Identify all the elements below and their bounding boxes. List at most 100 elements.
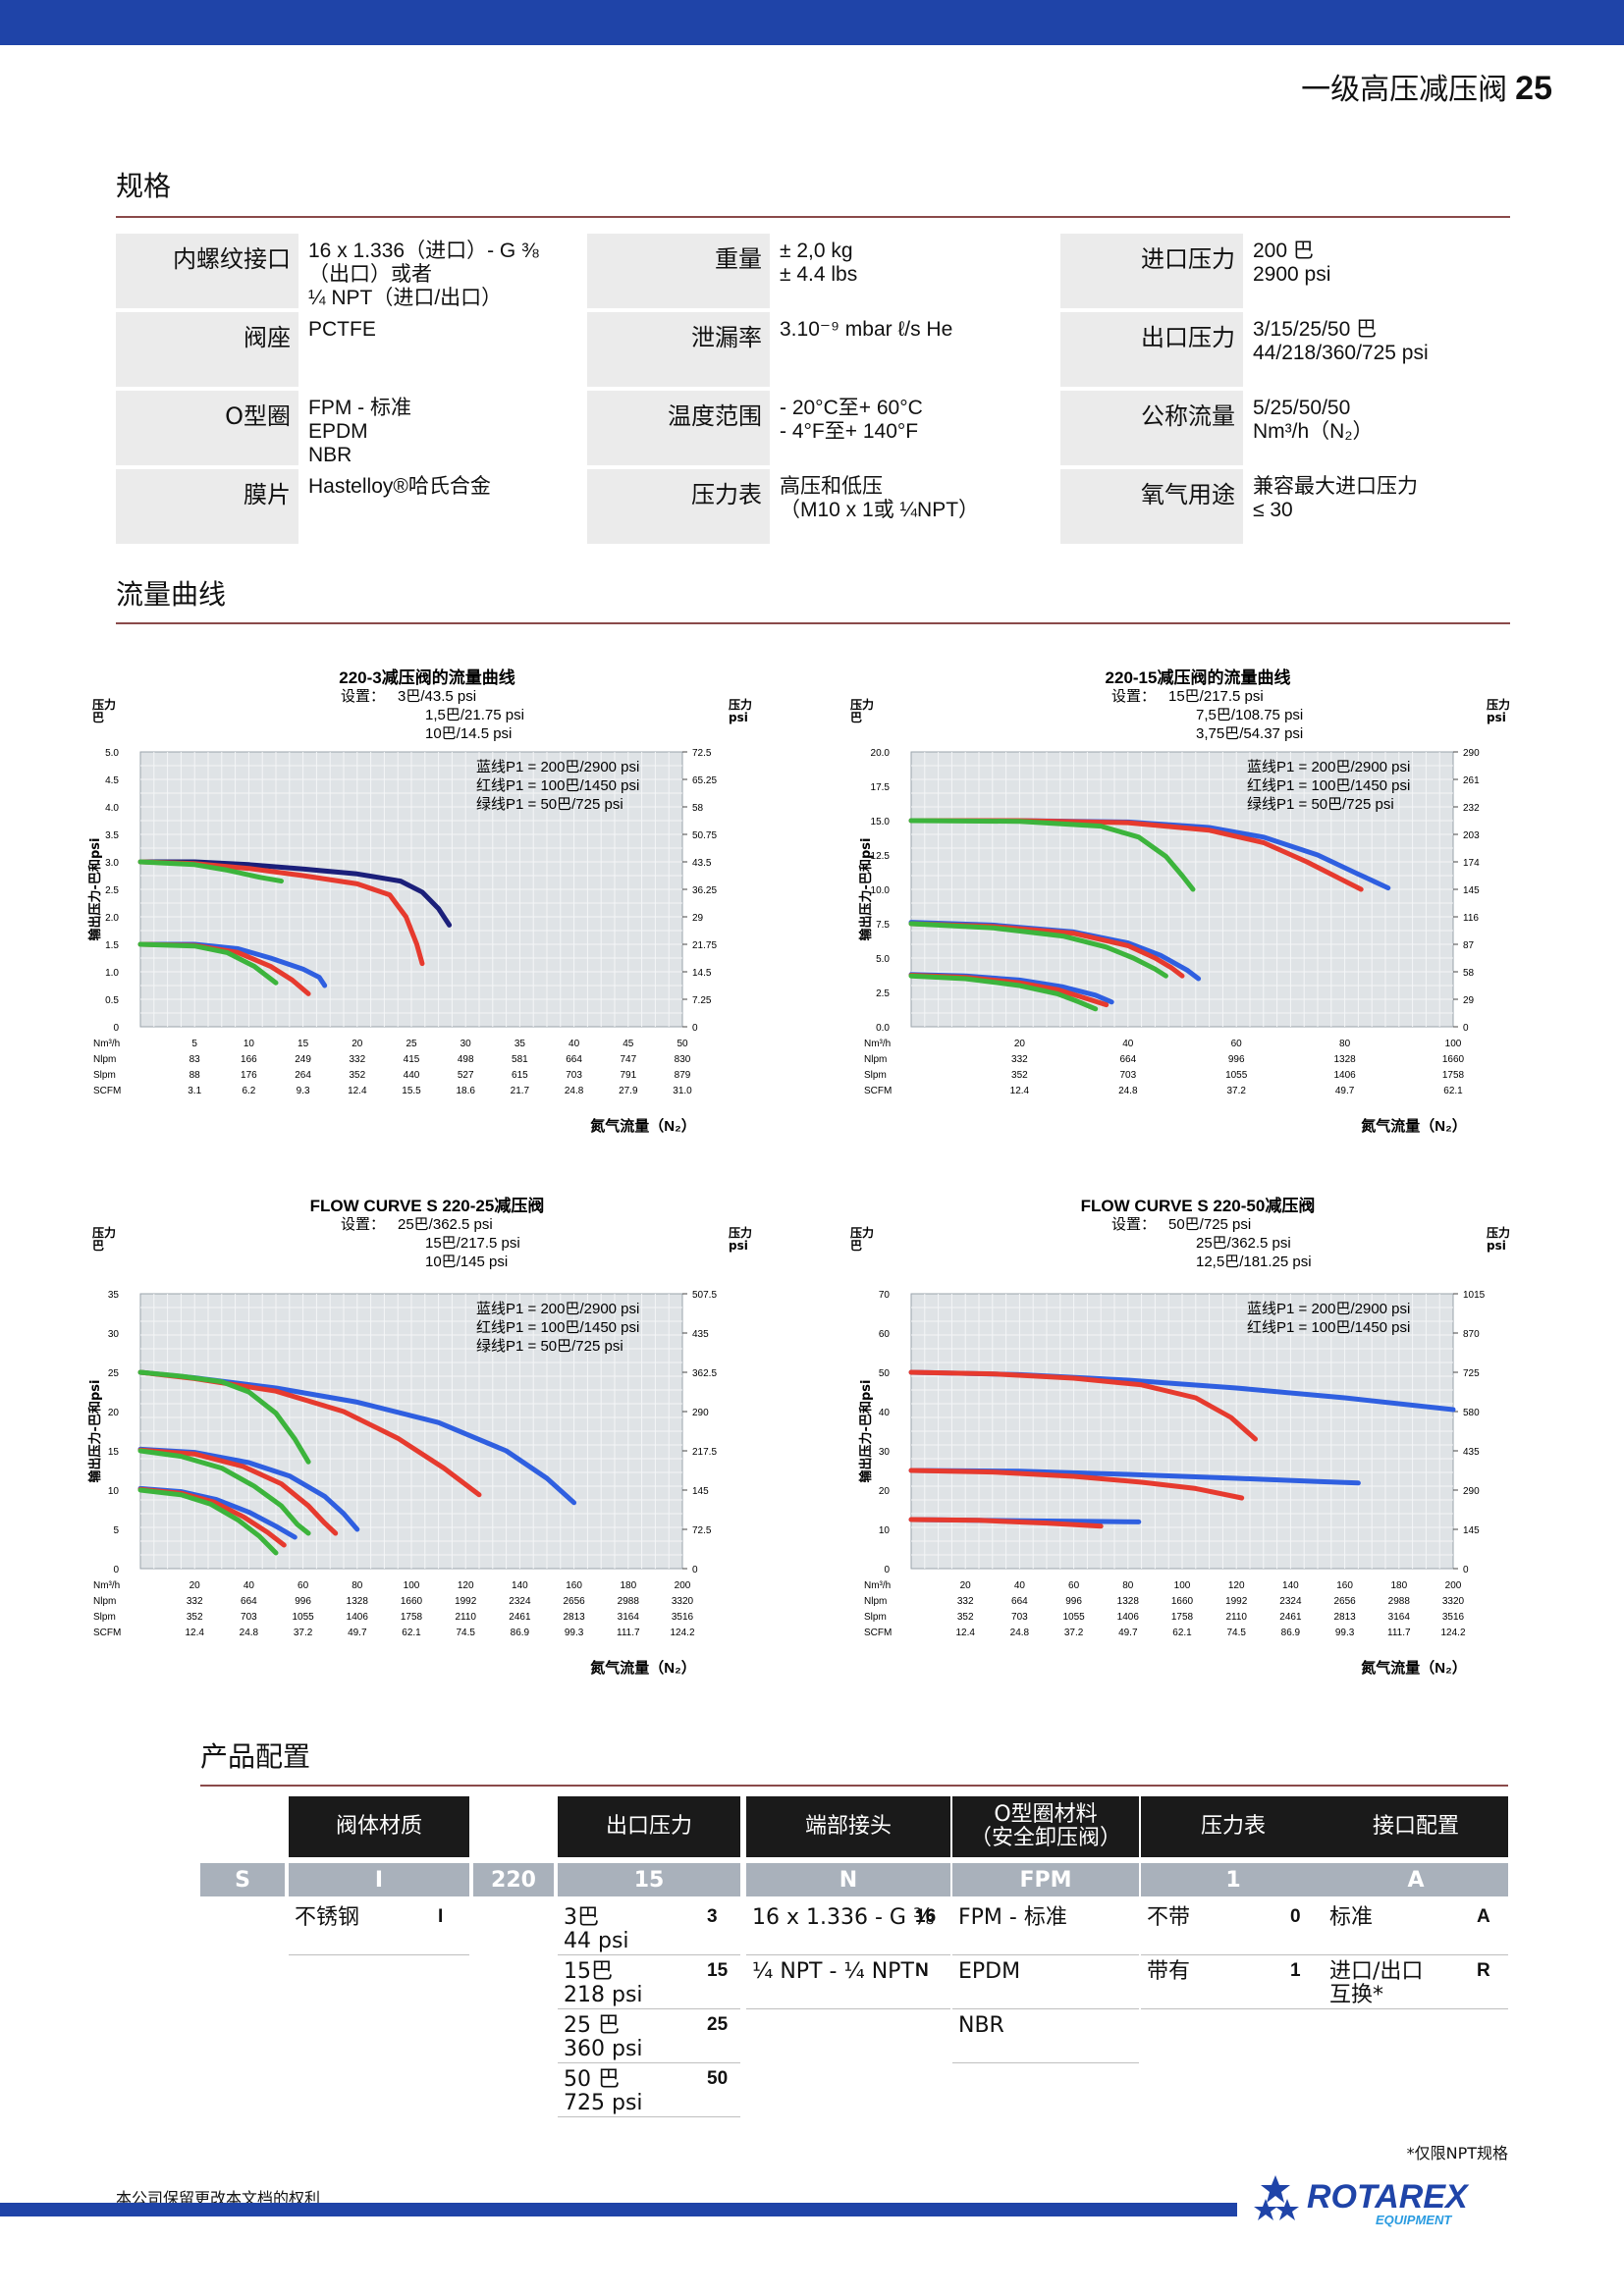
spec-label: 出口压力 — [1060, 312, 1243, 387]
end-option-label: ¼ NPT - ¼ NPT — [752, 1959, 914, 1984]
spec-label: 阀座 — [116, 312, 298, 387]
y2-tick-label: 50.75 — [692, 830, 717, 841]
x-row-value: 352 — [349, 1070, 365, 1081]
y-tick-label: 25 — [108, 1368, 120, 1379]
x-row-value: 527 — [458, 1070, 474, 1081]
y-tick-label: 0.0 — [876, 1023, 890, 1034]
y2-tick-label: 261 — [1463, 775, 1480, 786]
chart-title: FLOW CURVE S 220-25减压阀 — [310, 1196, 545, 1215]
spec-value: 兼容最大进口压力 ≤ 30 — [1253, 475, 1418, 522]
spec-value-line: 2900 psi — [1253, 263, 1331, 286]
y-tick-label: 17.5 — [871, 782, 891, 793]
y2-tick-label: 290 — [1463, 748, 1480, 759]
x-row-value: 3320 — [1442, 1596, 1465, 1607]
x-tick-label: 100 — [1174, 1580, 1191, 1591]
x-row-value: 166 — [241, 1054, 257, 1065]
outlet-option-label: 50 巴 725 psi — [564, 2067, 643, 2115]
x-row-value: 1406 — [1117, 1612, 1140, 1623]
x-row-value: 264 — [295, 1070, 311, 1081]
y-tick-label: 4.0 — [105, 803, 119, 814]
series-line — [137, 859, 284, 884]
config-row-line — [289, 1954, 469, 1955]
y-tick-label: 12.5 — [871, 851, 891, 862]
y-tick-label: 3.0 — [105, 858, 119, 869]
spec-value-line: - 4°F至+ 140°F — [780, 420, 919, 443]
spec-value-line: 5/25/50/50 — [1253, 397, 1351, 419]
x-row-value: 88 — [189, 1070, 201, 1081]
x-row-value: 3320 — [672, 1596, 694, 1607]
chart-setting: 3巴/43.5 psi — [398, 688, 476, 705]
outlet-option-code: 50 — [707, 2068, 729, 2089]
x-row-value: 1055 — [1062, 1612, 1085, 1623]
flow-heading: 流量曲线 — [116, 578, 227, 611]
series-line — [908, 973, 1099, 1012]
x-tick-label: 160 — [1336, 1580, 1353, 1591]
x-row-value: 3164 — [618, 1612, 640, 1623]
config-header: 出口压力 — [558, 1796, 740, 1857]
x-row-value: 3516 — [672, 1612, 694, 1623]
star-icon — [1275, 2199, 1299, 2220]
x-tick-label: 180 — [1390, 1580, 1407, 1591]
y2-tick-label: 14.5 — [692, 968, 712, 979]
oring-option-label: FPM - 标准 — [958, 1905, 1067, 1930]
left-unit-label: 压力 — [92, 1225, 116, 1240]
x-row-value: 1328 — [347, 1596, 369, 1607]
x-row-value: 1406 — [1333, 1070, 1356, 1081]
spec-label: 温度范围 — [587, 391, 770, 465]
right-unit-label: 压力 — [729, 697, 752, 712]
x-tick-label: 20 — [960, 1580, 972, 1591]
spec-value-line: 16 x 1.336（进口）- G ⅜ — [308, 240, 539, 262]
x-row-value: 86.9 — [1281, 1628, 1301, 1638]
chart-setting-label: 设置： — [1111, 1216, 1156, 1233]
config-row-line — [558, 1954, 740, 1955]
spec-value-line: NBR — [308, 444, 352, 466]
x-row-value: 332 — [349, 1054, 365, 1065]
x-row-label: Nlpm — [93, 1054, 116, 1065]
y2-tick-label: 232 — [1463, 803, 1480, 814]
x-row-value: 996 — [295, 1596, 311, 1607]
chart-title: FLOW CURVE S 220-50减压阀 — [1081, 1196, 1316, 1215]
spec-label: O型圈 — [116, 391, 298, 465]
x-tick-label: 10 — [244, 1039, 255, 1049]
x-tick-label: 60 — [1068, 1580, 1080, 1591]
y-tick-label: 4.5 — [105, 775, 119, 786]
spec-value-line: PCTFE — [308, 318, 376, 341]
x-tick-label: 20 — [1014, 1039, 1026, 1049]
x-row-value: 37.2 — [294, 1628, 313, 1638]
spec-value-line: Nm³/h（N₂） — [1253, 420, 1374, 443]
x-row-label: Nlpm — [93, 1596, 116, 1607]
config-rule — [200, 1785, 1508, 1787]
chart-setting: 12,5巴/181.25 psi — [1196, 1254, 1312, 1270]
outlet-option-label: 3巴 44 psi — [564, 1905, 629, 1953]
y-tick-label: 10.0 — [871, 885, 891, 896]
series-line — [137, 859, 425, 967]
y2-tick-label: 203 — [1463, 830, 1480, 841]
logo-name: ROTAREX — [1307, 2178, 1470, 2216]
logo-sub: EQUIPMENT — [1376, 2213, 1452, 2227]
y-tick-label: 5.0 — [105, 748, 119, 759]
flow-chart-220-15: 220-15减压阀的流量曲线 设置： 15巴/217.5 psi 7,5巴/108.7… — [846, 660, 1514, 1141]
x-row-label: Slpm — [864, 1070, 887, 1081]
gauge-option-label: 带有 — [1147, 1959, 1191, 1984]
x-tick-label: 180 — [620, 1580, 636, 1591]
spec-value-line: 兼容最大进口压力 — [1253, 475, 1418, 498]
config-code: S — [200, 1863, 285, 1896]
config-code: 220 — [473, 1863, 554, 1896]
end-option-label: 16 x 1.336 - G ⅜ — [752, 1905, 935, 1930]
x-row-value: 62.1 — [402, 1628, 421, 1638]
y2-tick-label: 58 — [692, 803, 704, 814]
y2-tick-label: 507.5 — [692, 1290, 717, 1301]
flow-rule — [116, 622, 1510, 624]
y2-tick-label: 116 — [1463, 913, 1479, 924]
chart-setting: 3,75巴/54.37 psi — [1196, 725, 1303, 742]
config-code: FPM — [952, 1863, 1139, 1896]
specs-heading: 规格 — [116, 170, 172, 202]
page-header: 一级高压减压阀 25 — [1301, 65, 1552, 108]
spec-value: 3/15/25/50 巴 44/218/360/725 psi — [1253, 318, 1429, 365]
x-row-value: 24.8 — [1010, 1628, 1030, 1638]
right-unit-label: 压力 — [1487, 1225, 1510, 1240]
flow-chart-220-3: 220-3减压阀的流量曲线 设置： 3巴/43.5 psi 1,5巴/21.75 ps… — [87, 660, 756, 1141]
outlet-option-label: 25 巴 360 psi — [564, 2013, 643, 2061]
